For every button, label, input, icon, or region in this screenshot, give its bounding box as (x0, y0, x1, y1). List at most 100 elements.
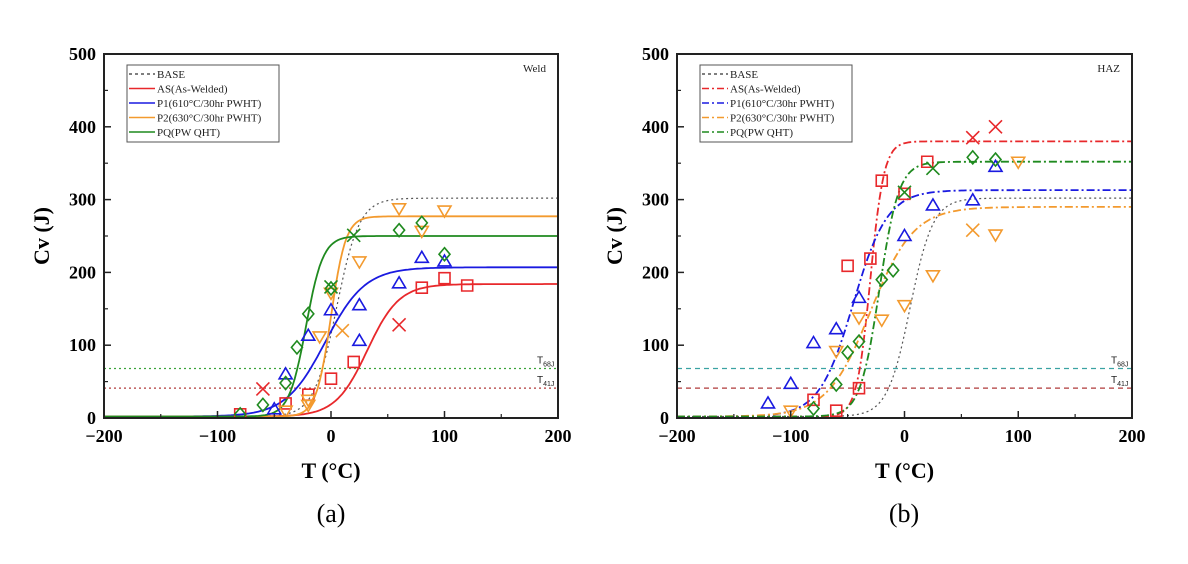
data-point-as-x (255, 381, 270, 396)
y-tick-label: 100 (69, 335, 96, 355)
y-tick-label: 400 (642, 117, 669, 137)
data-point-p1-tri-up (391, 275, 408, 289)
data-point-pq-diamond (301, 306, 315, 322)
data-point-as-square (324, 372, 338, 385)
data-point-as-square (460, 279, 474, 292)
data-point-p2-tri-down (828, 345, 845, 360)
data-point-p2-tri-down (323, 287, 339, 301)
curve-pq (104, 235, 558, 418)
data-point-p2-tri-down (436, 205, 453, 219)
data-point-p1-tri-up (300, 327, 317, 342)
y-tick-label: 500 (69, 44, 96, 64)
x-tick-label: 200 (545, 426, 572, 446)
y-tick-label: 200 (642, 262, 669, 282)
data-point-p2-tri-down (925, 270, 941, 284)
x-axis-title: T (°C) (875, 458, 934, 483)
markers (760, 119, 1027, 418)
data-point-p1-tri-up (266, 401, 283, 415)
data-point-p1-tri-up (436, 253, 453, 267)
data-point-p2-tri-down (851, 312, 867, 326)
reference-label-main: T (537, 355, 543, 366)
y-tick-label: 200 (69, 262, 96, 282)
data-point-p1-tri-up (323, 302, 339, 316)
data-point-p1-tri-up (805, 334, 822, 349)
data-point-p1-tri-up (277, 366, 294, 380)
curve-p1 (104, 266, 558, 418)
data-point-pq-diamond (988, 151, 1003, 168)
reference-label-main: T (537, 375, 543, 386)
y-axis-title: Cv (J) (29, 207, 54, 265)
data-point-p2-tri-down (896, 299, 913, 314)
data-point-as-square (347, 355, 360, 369)
data-point-p2-x (335, 323, 350, 338)
legend: BASE AS(As-Welded) P1(610°C/30hr PWHT) P2(6… (126, 64, 280, 143)
legend-label-as: AS(As-Welded) (730, 84, 801, 96)
legend-label-p2: P2(630°C/30hr PWHT) (157, 113, 262, 125)
legend-box (699, 64, 853, 143)
data-point-p1-tri-up (413, 249, 430, 264)
data-point-p1-tri-up (351, 332, 368, 347)
legend-label-as: AS(As-Welded) (157, 84, 228, 96)
y-tick-label: 300 (69, 190, 96, 210)
data-point-as-square (807, 393, 820, 407)
legend-label-base: BASE (730, 69, 758, 81)
data-point-as-square (898, 187, 911, 201)
reference-label-sub: 41J (1117, 381, 1128, 388)
data-point-as-x (988, 119, 1003, 134)
legend-label-p2: P2(630°C/30hr PWHT) (730, 113, 835, 125)
data-point-pq-diamond (279, 375, 293, 391)
data-point-p1-tri-up (760, 395, 776, 409)
data-point-pq-diamond (437, 246, 452, 262)
markers (233, 203, 474, 418)
curves (104, 197, 558, 418)
x-tick-label: −200 (85, 426, 122, 446)
data-point-p1-tri-up (896, 227, 913, 242)
reference-label-sub: 68J (1117, 361, 1128, 368)
data-point-pq-x (925, 161, 941, 176)
y-axis-title: Cv (J) (602, 207, 627, 265)
curves (677, 140, 1132, 418)
figure-caption: (a) (317, 499, 346, 528)
reference-label-68j: T68J (1111, 355, 1128, 368)
y-tick-label: 400 (69, 117, 96, 137)
x-tick-label: −200 (658, 426, 695, 446)
data-point-as-square (864, 252, 877, 265)
reference-label-41j: T41J (1111, 375, 1128, 388)
y-tick-label: 0 (87, 408, 96, 428)
y-tick-label: 0 (660, 408, 669, 428)
data-point-as-x (965, 130, 980, 145)
data-point-p1-tri-up (782, 375, 799, 390)
data-point-pq-diamond (256, 397, 270, 413)
data-point-p2-x (965, 223, 980, 238)
legend-label-p1: P1(610°C/30hr PWHT) (730, 98, 835, 110)
x-tick-label: 100 (431, 426, 458, 446)
y-tick-label: 100 (642, 335, 669, 355)
data-point-p2-tri-down (311, 331, 328, 345)
data-point-p2-tri-down (391, 203, 408, 217)
reference-label-41j: T41J (537, 375, 554, 388)
data-point-pq-diamond (415, 215, 429, 231)
x-tick-label: −100 (772, 426, 809, 446)
data-point-pq-x (897, 185, 912, 200)
x-tick-label: 200 (1119, 426, 1146, 446)
data-point-p1-tri-up (351, 297, 368, 311)
data-point-p1-tri-up (964, 192, 981, 206)
data-point-as-x (392, 317, 407, 332)
data-point-pq-diamond (392, 222, 406, 238)
legend: BASE AS(As-Welded) P1(610°C/30hr PWHT) P2(6… (699, 64, 853, 143)
data-point-p2-tri-down (782, 405, 799, 418)
data-point-p1-tri-up (925, 197, 941, 211)
x-tick-label: −100 (199, 426, 236, 446)
legend-label-base: BASE (157, 69, 185, 81)
x-tick-label: 0 (327, 426, 336, 446)
data-point-pq-diamond (841, 344, 855, 361)
legend-label-pq: PQ(PW QHT) (157, 127, 220, 139)
data-point-as-square (841, 259, 854, 273)
data-point-pq-diamond (886, 262, 900, 278)
data-point-p2-tri-down (1010, 156, 1027, 170)
data-point-p2-tri-down (873, 314, 890, 328)
x-tick-label: 100 (1005, 426, 1032, 446)
data-point-p1-tri-up (851, 289, 867, 304)
